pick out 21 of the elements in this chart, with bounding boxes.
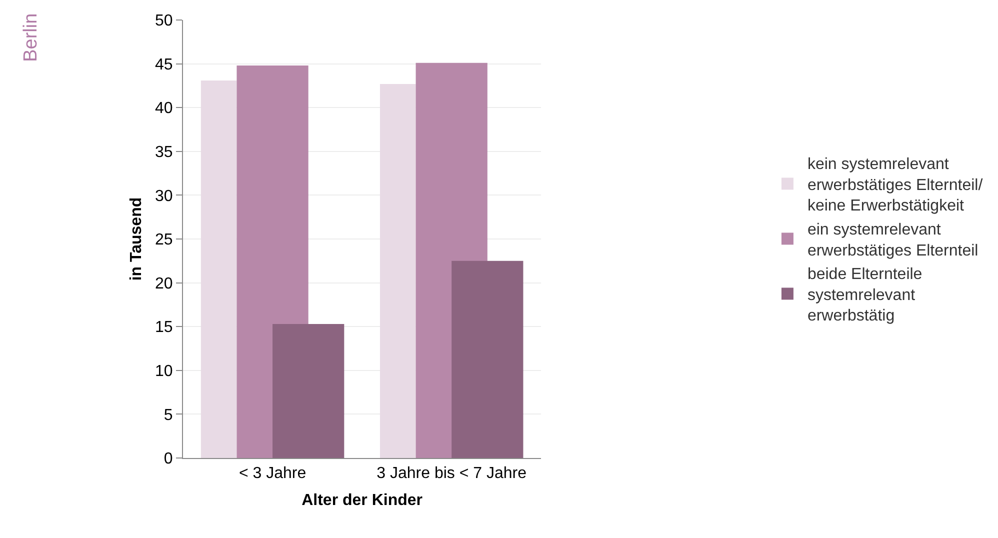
- x-tick-label: 3 Jahre bis < 7 Jahre: [376, 465, 527, 482]
- text: Berlin: [20, 13, 42, 62]
- y-tick-label: 30: [155, 188, 173, 205]
- legend-label: beide Elternteile systemrelevant erwerbstätig: [807, 266, 922, 325]
- y-tick-label: 25: [155, 232, 173, 249]
- y-tick-label: 45: [155, 56, 173, 74]
- bar: [272, 324, 344, 458]
- y-axis-title: in Tausend: [128, 197, 145, 281]
- y-tick-label: 35: [155, 144, 173, 161]
- y-tick-label: 20: [155, 275, 173, 292]
- y-tick-label: 10: [155, 363, 173, 380]
- y-tick-label: 5: [164, 406, 173, 424]
- bar: [200, 80, 237, 458]
- y-tick-label: 40: [155, 100, 173, 118]
- y-tick-label: 0: [164, 450, 173, 468]
- x-tick-label: < 3 Jahre: [238, 465, 306, 482]
- x-axis-title: Alter der Kinder: [302, 492, 423, 509]
- y-tick-label: 15: [155, 319, 173, 336]
- bar: [380, 84, 416, 458]
- bar: [452, 260, 524, 458]
- y-tick-label: 50: [155, 12, 173, 30]
